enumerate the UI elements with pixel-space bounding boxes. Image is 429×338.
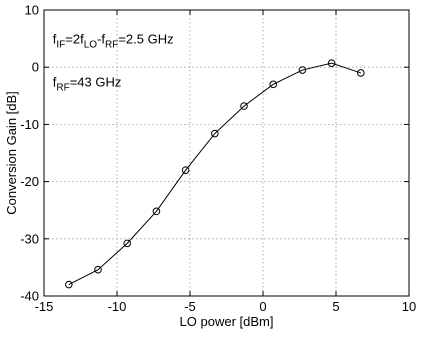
annotation-segment: =43 GHz <box>70 75 122 90</box>
tick-labels: -15 -10 -5 0 5 10 -40 -30 -20 -10 0 10 <box>20 3 416 315</box>
data-point <box>357 69 365 77</box>
annotation-segment: f <box>53 75 57 90</box>
annotation-segment: -f <box>97 32 105 47</box>
x-tick-label: 10 <box>402 299 416 314</box>
annotation-segment: =2.5 GHz <box>118 32 173 47</box>
annotation-subscript: RF <box>56 83 69 94</box>
y-tick-label: 0 <box>32 60 39 75</box>
data-point <box>269 80 278 89</box>
data-point <box>240 102 248 110</box>
data-point <box>211 129 219 138</box>
y-tick-label: 10 <box>25 3 39 18</box>
x-tick-label: -10 <box>108 299 127 314</box>
data-point <box>123 239 132 248</box>
annotation-subscript: RF <box>105 40 118 51</box>
y-tick-label: -30 <box>20 231 39 246</box>
annotation-segment: f <box>53 32 57 47</box>
y-tick-label: -20 <box>20 174 39 189</box>
annotation-subscript: IF <box>56 40 65 51</box>
x-tick-label: -15 <box>35 299 54 314</box>
x-axis-label: LO power [dBm] <box>180 314 274 329</box>
data-point <box>181 166 190 174</box>
annotation-text: fRF=43 GHz <box>53 75 122 94</box>
data-point <box>94 265 102 274</box>
y-tick-label: -10 <box>20 117 39 132</box>
annotation-subscript: LO <box>84 40 98 51</box>
x-tick-label: 0 <box>259 299 266 314</box>
grid-lines <box>44 10 409 296</box>
data-point <box>298 66 307 74</box>
series-markers <box>65 59 365 289</box>
y-axis-label: Conversion Gain [dB] <box>4 91 19 215</box>
series-line <box>68 62 361 286</box>
x-tick-label: -5 <box>184 299 196 314</box>
plot-frame <box>43 9 410 297</box>
annotation-segment: =2f <box>65 32 84 47</box>
annotation-text: fIF=2fLO-fRF=2.5 GHz <box>53 32 174 51</box>
data-point <box>327 59 336 67</box>
data-point <box>152 207 161 216</box>
y-tick-label: -40 <box>20 289 39 304</box>
x-tick-label: 5 <box>332 299 339 314</box>
axis-ticks <box>43 9 410 297</box>
data-point <box>65 280 73 289</box>
